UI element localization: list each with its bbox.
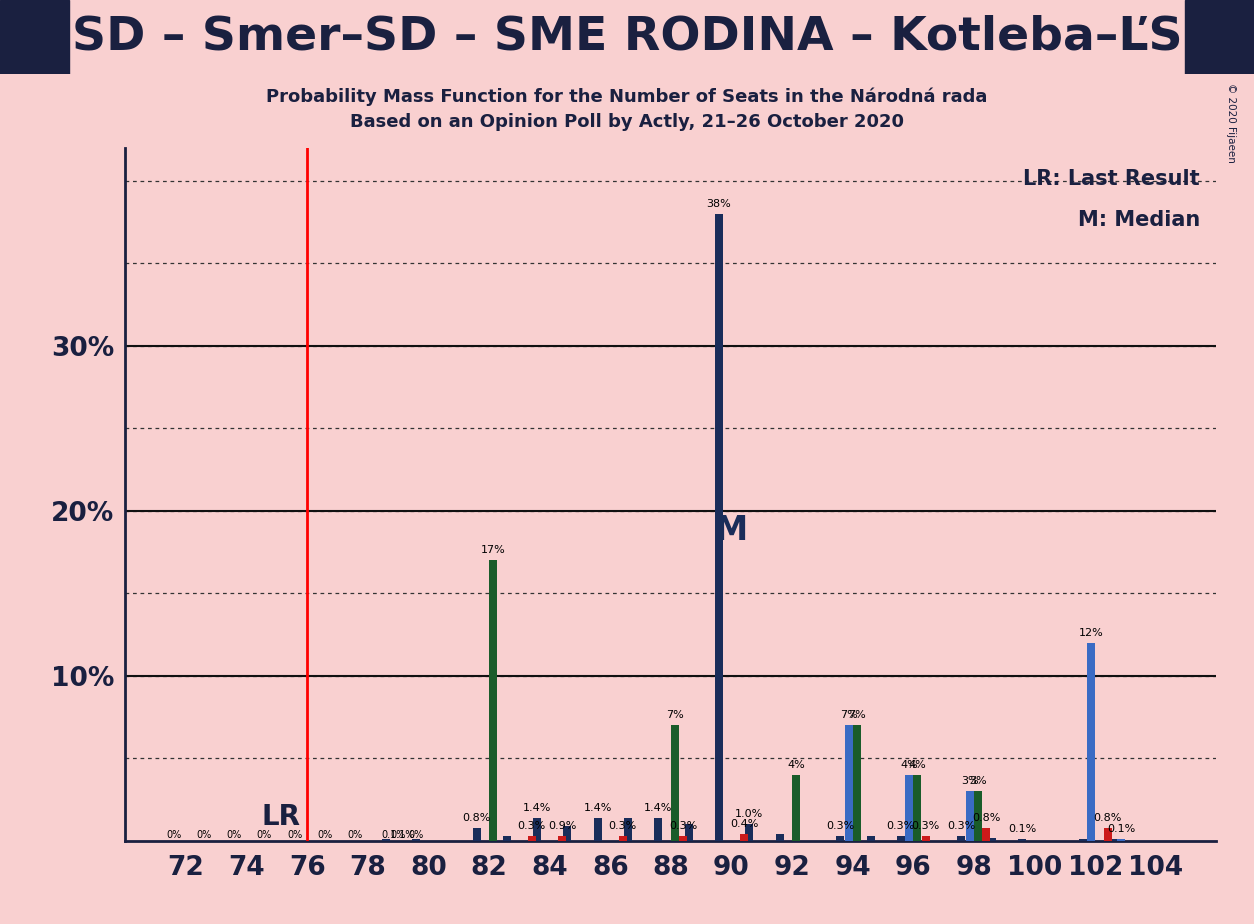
Bar: [618, 836, 627, 841]
Text: 0.3%: 0.3%: [887, 821, 915, 831]
Bar: [853, 725, 861, 841]
Bar: [905, 775, 913, 841]
Bar: [413, 839, 420, 841]
Text: 4%: 4%: [909, 760, 927, 770]
Bar: [533, 818, 542, 841]
Bar: [685, 824, 692, 841]
Bar: [1117, 839, 1125, 841]
Text: 0.3%: 0.3%: [670, 821, 697, 831]
Text: 0%: 0%: [409, 830, 424, 840]
Text: 0%: 0%: [196, 830, 212, 840]
Bar: [0, 0, 69, 74]
Bar: [655, 818, 662, 841]
Bar: [958, 836, 966, 841]
Text: 1.0%: 1.0%: [735, 809, 764, 820]
Bar: [563, 826, 572, 841]
Text: M: M: [715, 514, 749, 547]
Bar: [913, 775, 922, 841]
Bar: [489, 560, 498, 841]
Text: 38%: 38%: [706, 199, 731, 209]
Text: 3%: 3%: [969, 776, 987, 786]
Bar: [1104, 828, 1111, 841]
Bar: [1078, 839, 1087, 841]
Bar: [988, 837, 996, 841]
Bar: [381, 839, 390, 841]
Bar: [867, 836, 874, 841]
Text: 7%: 7%: [840, 711, 858, 721]
Text: 0.3%: 0.3%: [608, 821, 637, 831]
Text: 4%: 4%: [788, 760, 805, 770]
Text: LR: Last Result: LR: Last Result: [1023, 168, 1200, 188]
Text: 0.3%: 0.3%: [912, 821, 940, 831]
Text: 0.1%: 0.1%: [390, 830, 415, 840]
Bar: [844, 725, 853, 841]
Bar: [528, 836, 535, 841]
Text: 7%: 7%: [848, 711, 865, 721]
Bar: [740, 834, 747, 841]
Bar: [836, 836, 844, 841]
Text: 0%: 0%: [257, 830, 272, 840]
Text: 0.1%: 0.1%: [1107, 824, 1135, 834]
Bar: [680, 836, 687, 841]
Bar: [1018, 839, 1026, 841]
Text: 0.9%: 0.9%: [548, 821, 577, 831]
Bar: [745, 824, 754, 841]
Text: 1.4%: 1.4%: [523, 803, 552, 813]
Bar: [922, 836, 929, 841]
Text: 12%: 12%: [1078, 628, 1104, 638]
Text: 0%: 0%: [166, 830, 181, 840]
Bar: [715, 213, 724, 841]
Bar: [503, 836, 510, 841]
Text: 0%: 0%: [227, 830, 242, 840]
Bar: [897, 836, 905, 841]
Bar: [624, 818, 632, 841]
Text: 0.8%: 0.8%: [1093, 813, 1122, 822]
Text: 0.8%: 0.8%: [463, 813, 490, 822]
Bar: [974, 791, 982, 841]
Text: Based on an Opinion Poll by Actly, 21–26 October 2020: Based on an Opinion Poll by Actly, 21–26…: [350, 113, 904, 130]
Bar: [473, 828, 480, 841]
Bar: [1087, 643, 1095, 841]
Bar: [966, 791, 974, 841]
Bar: [1109, 839, 1117, 841]
Text: 3%: 3%: [961, 776, 978, 786]
Text: 0.3%: 0.3%: [947, 821, 976, 831]
Text: 0.1%: 0.1%: [1008, 824, 1036, 834]
Text: 0.3%: 0.3%: [518, 821, 545, 831]
Bar: [793, 775, 800, 841]
Text: 0%: 0%: [317, 830, 332, 840]
Text: 0.8%: 0.8%: [972, 813, 1001, 822]
Text: 1.4%: 1.4%: [645, 803, 672, 813]
Text: 1.4%: 1.4%: [583, 803, 612, 813]
Bar: [594, 818, 602, 841]
Text: 0.1%: 0.1%: [381, 830, 406, 840]
Text: 4%: 4%: [900, 760, 918, 770]
Text: 0%: 0%: [287, 830, 302, 840]
Text: 0%: 0%: [347, 830, 362, 840]
Text: 7%: 7%: [666, 711, 683, 721]
Text: Probability Mass Function for the Number of Seats in the Národná rada: Probability Mass Function for the Number…: [266, 88, 988, 106]
Text: 0.3%: 0.3%: [826, 821, 854, 831]
Bar: [558, 836, 566, 841]
Bar: [982, 828, 991, 841]
Text: 0.4%: 0.4%: [730, 820, 759, 830]
Bar: [1185, 0, 1254, 74]
Text: 17%: 17%: [480, 545, 505, 555]
Text: LR: LR: [262, 803, 301, 831]
Bar: [776, 834, 784, 841]
Text: HLAS–SD – Smer–SD – SME RODINA – Kotleba–ĽSNS – S: HLAS–SD – Smer–SD – SME RODINA – Kotleba…: [0, 15, 1254, 59]
Bar: [671, 725, 680, 841]
Text: © 2020 Fijaeen: © 2020 Fijaeen: [1226, 83, 1236, 163]
Text: M: Median: M: Median: [1077, 211, 1200, 230]
